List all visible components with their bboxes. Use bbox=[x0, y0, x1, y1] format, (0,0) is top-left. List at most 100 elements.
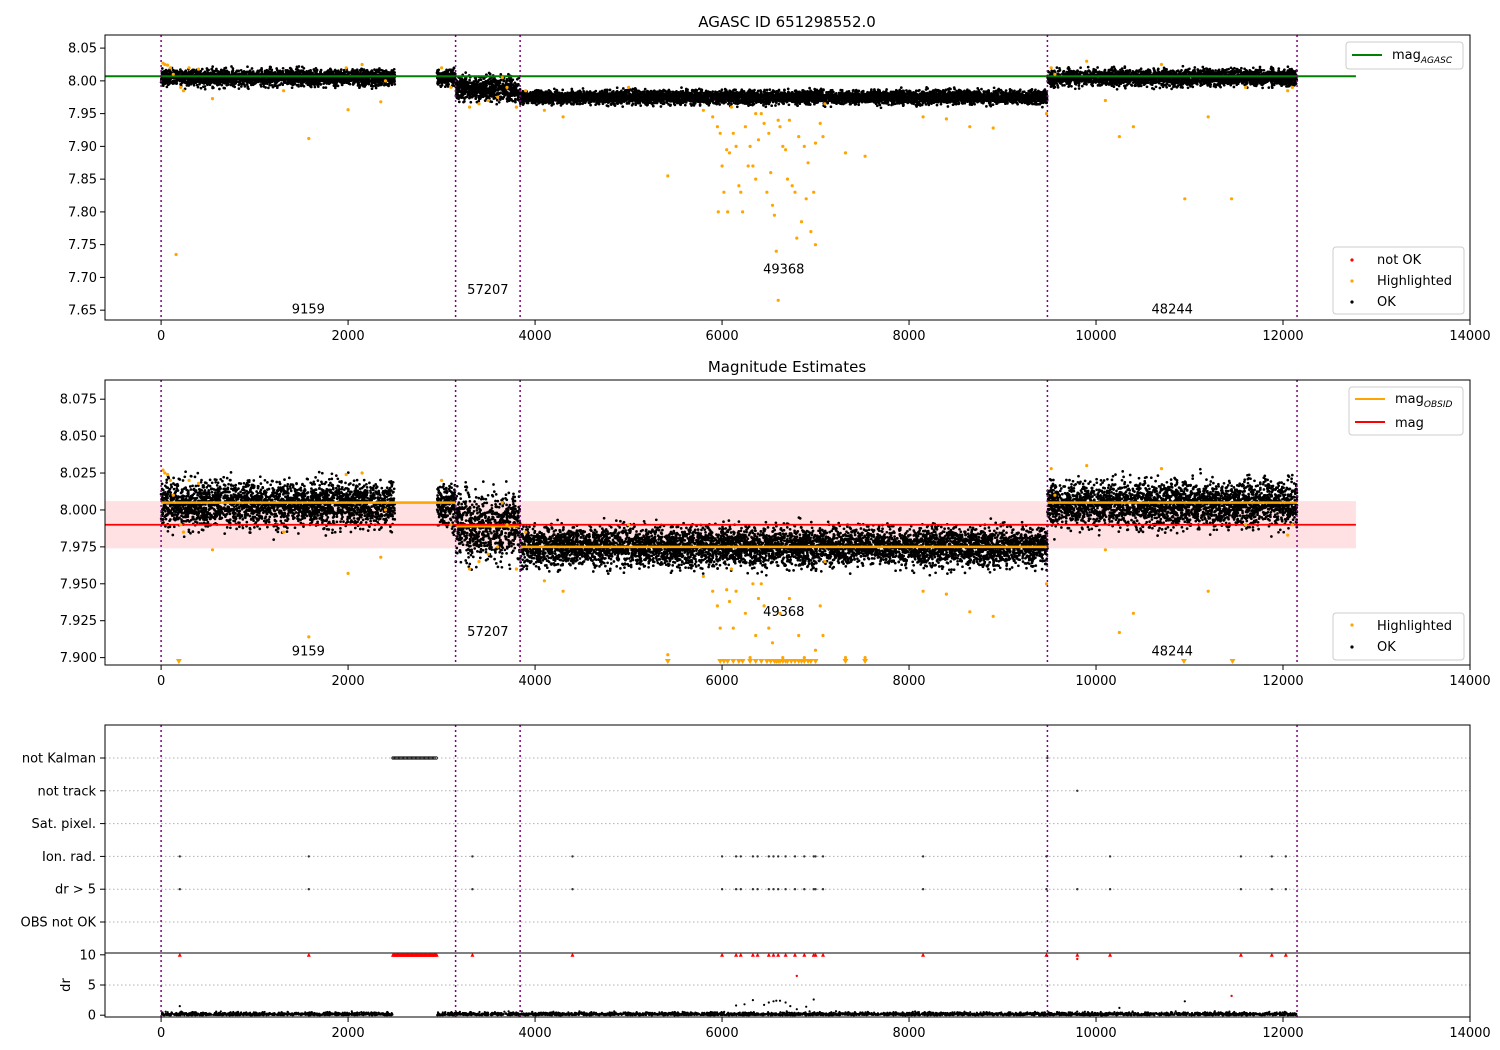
ok-point bbox=[324, 78, 328, 82]
ok-point bbox=[224, 79, 227, 83]
ok-point bbox=[266, 72, 269, 76]
ok-point bbox=[256, 70, 259, 74]
ok-point bbox=[509, 91, 512, 95]
ok-point bbox=[329, 70, 333, 74]
ok-point bbox=[460, 96, 463, 100]
ok-point bbox=[361, 81, 364, 85]
ok-point bbox=[196, 85, 200, 89]
ok-point bbox=[471, 81, 475, 85]
ok-point bbox=[469, 81, 472, 85]
ok-point bbox=[175, 71, 179, 75]
ok-point bbox=[493, 93, 497, 97]
ok-point bbox=[496, 92, 500, 95]
ok-point bbox=[305, 71, 308, 75]
ok-point bbox=[481, 91, 485, 95]
ok-point bbox=[313, 85, 317, 89]
ok-point bbox=[240, 72, 244, 76]
ok-point bbox=[237, 83, 241, 87]
ok-point bbox=[390, 70, 394, 74]
ok-point bbox=[460, 93, 464, 96]
ok-point bbox=[280, 82, 283, 85]
ok-point bbox=[297, 83, 300, 87]
ok-point bbox=[345, 80, 349, 84]
ok-point bbox=[180, 72, 184, 76]
ok-point bbox=[243, 85, 247, 88]
ok-point bbox=[300, 65, 304, 69]
ok-point bbox=[316, 85, 320, 88]
ok-point bbox=[343, 70, 346, 74]
ok-point bbox=[202, 82, 206, 85]
ok-point bbox=[293, 82, 297, 86]
ok-point bbox=[508, 78, 512, 82]
ok-point bbox=[680, 86, 683, 89]
ok-point bbox=[489, 91, 493, 94]
ok-point bbox=[281, 66, 285, 70]
ok-point bbox=[314, 80, 318, 84]
ok-point bbox=[268, 83, 272, 87]
ok-point bbox=[199, 86, 203, 90]
ok-point bbox=[339, 81, 343, 84]
ok-point bbox=[462, 100, 465, 104]
ok-point bbox=[332, 81, 336, 84]
ok-point bbox=[581, 87, 585, 90]
ok-point bbox=[182, 79, 185, 83]
ok-point bbox=[386, 83, 390, 87]
ok-point bbox=[440, 81, 443, 85]
ok-point bbox=[324, 71, 327, 75]
ok-point bbox=[343, 79, 347, 83]
ok-point bbox=[260, 66, 263, 70]
ok-point bbox=[286, 77, 289, 81]
ok-point bbox=[946, 105, 950, 108]
ok-point bbox=[278, 71, 281, 74]
ok-point bbox=[477, 90, 481, 94]
ok-point bbox=[374, 70, 378, 73]
ok-point bbox=[488, 85, 492, 89]
ok-point bbox=[179, 82, 182, 86]
ok-point bbox=[257, 77, 261, 81]
ok-point bbox=[164, 77, 168, 81]
ok-point bbox=[185, 84, 189, 87]
ok-point bbox=[220, 83, 224, 87]
ok-point bbox=[497, 100, 501, 104]
ok-point bbox=[295, 80, 299, 83]
ok-point bbox=[370, 82, 373, 86]
ok-point bbox=[319, 83, 323, 86]
ok-point bbox=[378, 68, 381, 72]
ok-point bbox=[468, 78, 471, 82]
ok-point bbox=[202, 85, 205, 89]
ok-point bbox=[188, 81, 191, 85]
ok-point bbox=[297, 77, 301, 80]
ok-point bbox=[190, 77, 194, 81]
ok-point bbox=[273, 80, 277, 83]
ok-point bbox=[226, 70, 230, 74]
ok-point bbox=[322, 86, 325, 89]
ok-point bbox=[517, 91, 520, 95]
ok-point bbox=[206, 82, 209, 86]
ok-point bbox=[285, 71, 289, 75]
ok-point bbox=[464, 71, 468, 74]
ok-point bbox=[367, 82, 371, 86]
ok-point bbox=[476, 80, 480, 84]
ok-point bbox=[492, 97, 496, 100]
ok-point bbox=[445, 69, 448, 73]
ok-point bbox=[237, 69, 241, 73]
ok-point bbox=[362, 71, 366, 75]
ok-point bbox=[374, 86, 378, 90]
ok-point bbox=[187, 72, 191, 76]
ok-point bbox=[496, 89, 500, 92]
ok-point bbox=[251, 78, 255, 82]
ok-point bbox=[363, 82, 367, 85]
ok-point bbox=[481, 80, 485, 84]
ok-point bbox=[166, 69, 169, 73]
ok-point bbox=[683, 103, 687, 107]
ok-point bbox=[267, 77, 271, 81]
ok-point bbox=[510, 98, 513, 101]
ok-point bbox=[288, 66, 292, 70]
ok-point bbox=[516, 89, 520, 92]
ok-point bbox=[440, 83, 444, 87]
ok-point bbox=[374, 83, 378, 86]
ok-point bbox=[313, 70, 317, 73]
ok-point bbox=[300, 77, 303, 80]
ok-point bbox=[334, 77, 337, 81]
ok-point bbox=[366, 80, 369, 83]
